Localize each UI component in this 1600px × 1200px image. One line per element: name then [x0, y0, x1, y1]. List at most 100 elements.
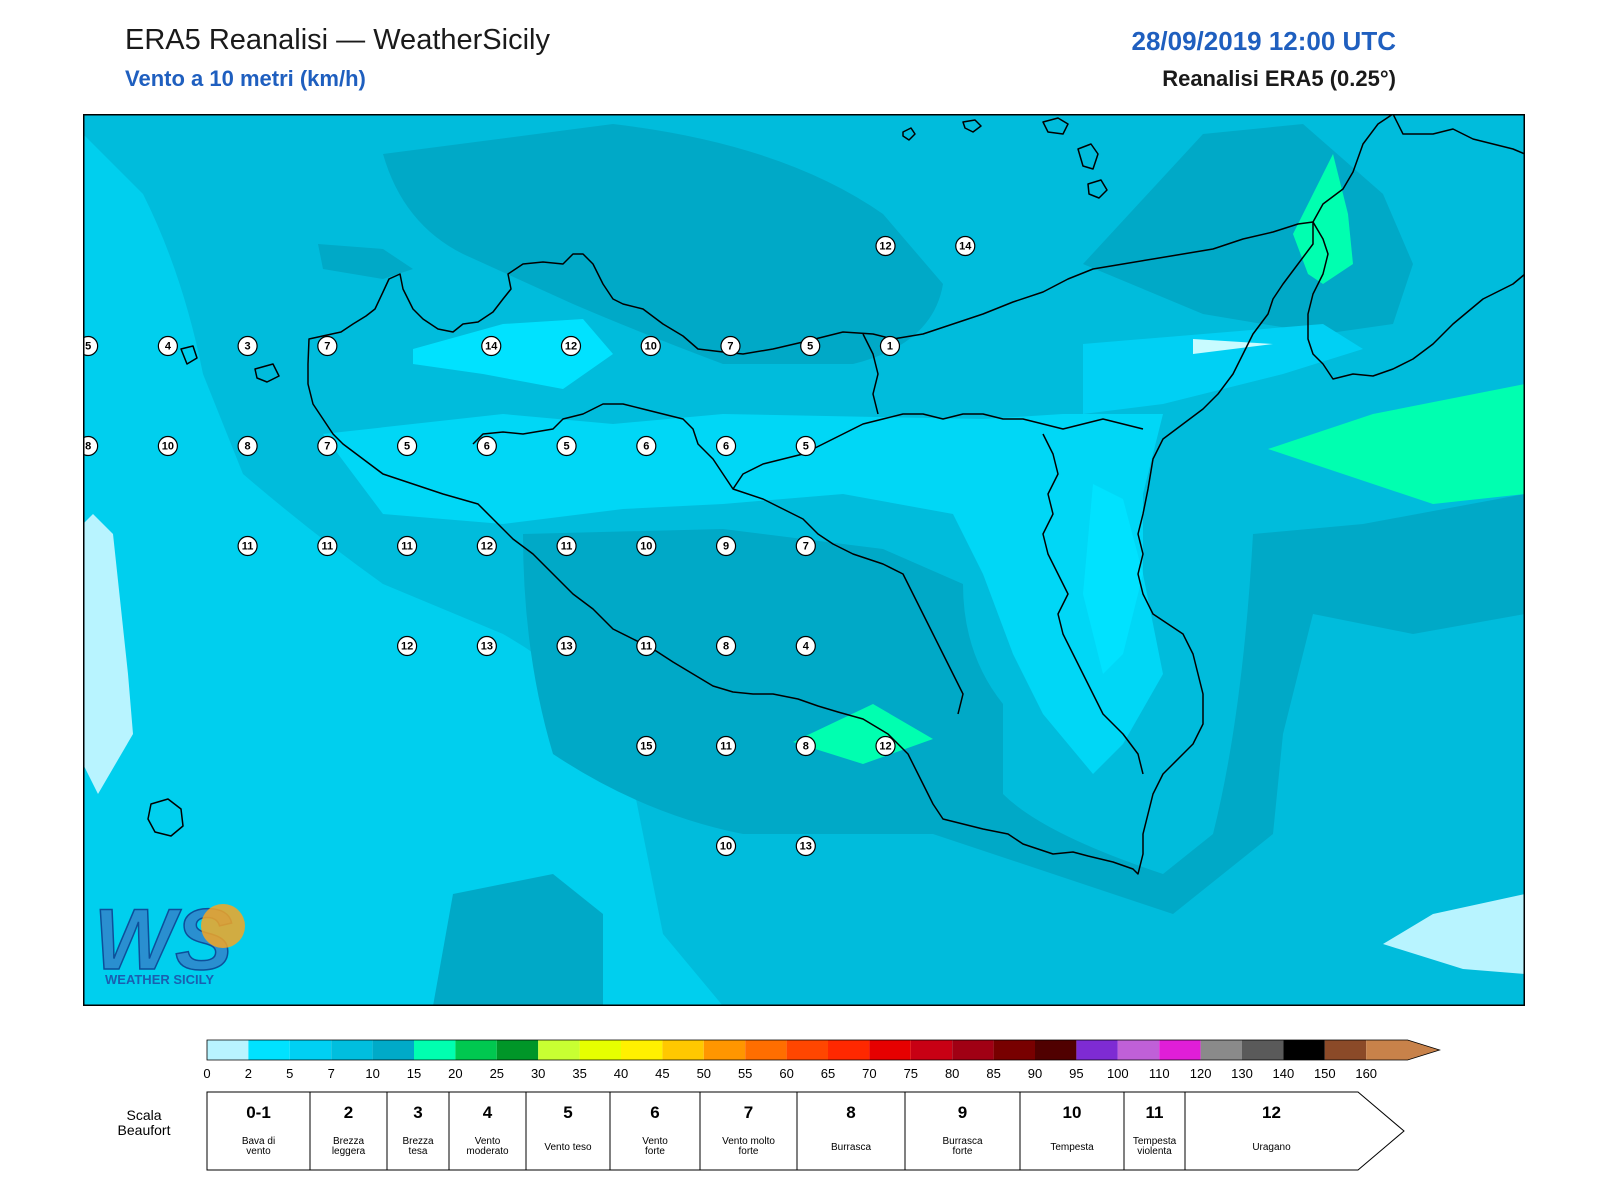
colorbar-tick-label: 100 — [1107, 1066, 1129, 1081]
calabria-coastline — [1307, 114, 1525, 380]
station-value: 11 — [396, 535, 418, 557]
svg-text:5: 5 — [803, 441, 809, 453]
svg-text:5: 5 — [807, 341, 813, 353]
svg-text:8: 8 — [85, 441, 91, 453]
wind-zone-calm-southeast — [1383, 894, 1525, 974]
wind-zone-southwest — [433, 874, 603, 1006]
beaufort-number: 3 — [413, 1103, 422, 1122]
colorbar-swatch — [1283, 1040, 1325, 1060]
beaufort-level: 10 Tempesta — [1019, 1091, 1125, 1171]
colorbar-tick-label: 5 — [286, 1066, 293, 1081]
colorbar-swatch — [1242, 1040, 1284, 1060]
beaufort-level: 5 Vento teso — [525, 1091, 611, 1171]
svg-text:3: 3 — [245, 341, 251, 353]
svg-text:10: 10 — [720, 841, 732, 853]
colorbar-swatch — [372, 1040, 414, 1060]
svg-text:7: 7 — [803, 541, 809, 553]
station-value: 13 — [476, 635, 497, 657]
svg-text:11: 11 — [322, 541, 334, 553]
colorbar-tick-label: 70 — [862, 1066, 876, 1081]
svg-text:Scala: Scala — [126, 1107, 161, 1123]
beaufort-level: 8 Burrasca — [796, 1091, 906, 1171]
station-value: 10 — [715, 835, 737, 857]
colorbar-tick-label: 90 — [1028, 1066, 1042, 1081]
beaufort-description: Vento — [475, 1136, 501, 1147]
wind-zone-centre-low — [323, 414, 1163, 774]
beaufort-description: Vento — [642, 1136, 668, 1147]
province-border-2 — [732, 413, 1144, 490]
beaufort-number: 12 — [1262, 1103, 1281, 1122]
colorbar-tick-label: 35 — [572, 1066, 586, 1081]
aeolian-island-2 — [962, 119, 982, 133]
colorbar-swatch — [1035, 1040, 1077, 1060]
beaufort-description: forte — [738, 1146, 758, 1157]
beaufort-description: Tempesta — [1050, 1142, 1094, 1153]
colorbar-swatch — [579, 1040, 621, 1060]
colorbar-tick-label: 160 — [1355, 1066, 1377, 1081]
aeolian-island-3 — [1042, 117, 1069, 135]
svg-text:12: 12 — [879, 241, 891, 253]
station-value: 9 — [715, 535, 737, 557]
station-value: 8 — [795, 735, 816, 757]
station-value: 3 — [237, 335, 258, 357]
colorbar-tick-label: 55 — [738, 1066, 752, 1081]
colorbar-tick-label: 0 — [203, 1066, 210, 1081]
station-value: 5 — [800, 335, 821, 357]
station-value: 13 — [556, 635, 577, 657]
svg-text:5: 5 — [404, 441, 410, 453]
wind-zone-weak-east — [1083, 484, 1143, 674]
svg-text:5: 5 — [564, 441, 570, 453]
egadi-island-1 — [180, 345, 198, 365]
beaufort-number: 2 — [344, 1103, 353, 1122]
svg-text:13: 13 — [481, 641, 493, 653]
beaufort-number: 6 — [650, 1103, 659, 1122]
beaufort-description: Brezza — [333, 1136, 365, 1147]
colorbar-swatch — [662, 1040, 704, 1060]
aeolian-island-4 — [1077, 143, 1099, 170]
svg-text:6: 6 — [723, 441, 729, 453]
beaufort-number: 8 — [846, 1103, 855, 1122]
station-value: 12 — [396, 635, 418, 657]
wind-zone-calm-east — [1193, 339, 1273, 354]
station-value: 5 — [83, 335, 99, 357]
svg-text:8: 8 — [803, 741, 809, 753]
map-frame — [83, 114, 1525, 1006]
colorbar-tick-label: 130 — [1231, 1066, 1253, 1081]
pantelleria-island — [147, 798, 184, 837]
colorbar-tick-label: 15 — [407, 1066, 421, 1081]
station-value: 14 — [955, 235, 976, 257]
station-value: 12 — [560, 335, 582, 357]
beaufort-number: 9 — [958, 1103, 967, 1122]
svg-text:WEATHER SICILY: WEATHER SICILY — [105, 972, 214, 987]
colorbar-tick-label: 7 — [328, 1066, 335, 1081]
svg-text:7: 7 — [727, 341, 733, 353]
colorbar-tick-label: 40 — [614, 1066, 628, 1081]
wind-zone-south — [523, 494, 1525, 914]
svg-text:11: 11 — [561, 541, 573, 553]
beaufort-number: 0-1 — [246, 1103, 271, 1122]
valid-datetime: 28/09/2019 12:00 UTC — [1131, 26, 1396, 56]
svg-text:9: 9 — [723, 541, 729, 553]
station-value: 13 — [795, 835, 816, 857]
station-value: 7 — [720, 335, 741, 357]
model-label: Reanalisi ERA5 (0.25°) — [1162, 66, 1396, 91]
svg-text:13: 13 — [800, 841, 812, 853]
colorbar-swatch — [910, 1040, 953, 1060]
wind-zone-north — [383, 124, 943, 364]
svg-text:11: 11 — [640, 641, 652, 653]
colorbar-tick-label: 20 — [448, 1066, 462, 1081]
beaufort-description: moderato — [466, 1146, 509, 1157]
station-value: 14 — [481, 335, 502, 357]
svg-text:12: 12 — [879, 741, 891, 753]
colorbar-swatch — [1324, 1040, 1367, 1060]
station-value: 8 — [237, 435, 258, 457]
svg-text:6: 6 — [643, 441, 649, 453]
colorbar-tick-label: 85 — [986, 1066, 1000, 1081]
wind-zone-east-low — [1083, 324, 1363, 414]
colorbar-swatch — [1159, 1040, 1201, 1060]
